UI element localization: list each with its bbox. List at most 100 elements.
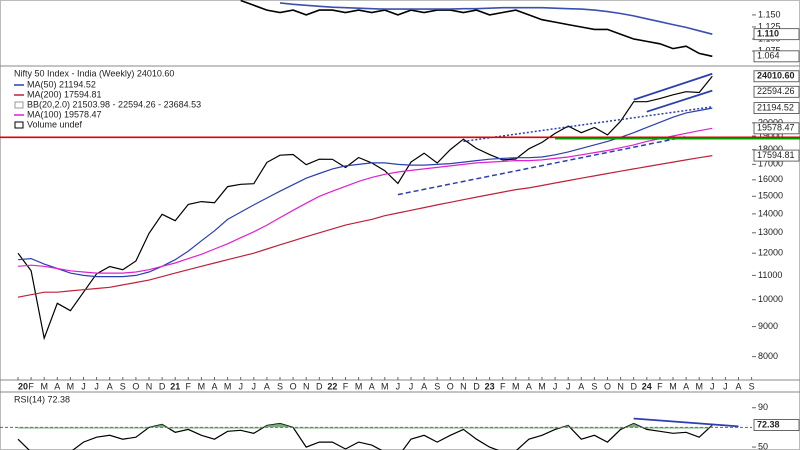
value-label: 19578.47	[757, 123, 795, 133]
x-tick-label: F	[657, 381, 663, 391]
x-tick-label: M	[355, 381, 363, 391]
trend-line	[633, 72, 713, 101]
panel-title: RSI(14) 72.38	[14, 394, 70, 404]
legend-label: Volume undef	[27, 119, 83, 129]
x-tick-label: J	[723, 381, 728, 391]
y-tick-label: 18000	[758, 144, 783, 154]
value-box	[753, 102, 800, 115]
value-box	[753, 28, 800, 41]
x-tick-label: S	[434, 381, 440, 391]
x-tick-label: M	[198, 381, 206, 391]
price-line	[240, 0, 713, 58]
overbought-area	[18, 423, 713, 429]
trend-line	[633, 417, 739, 428]
x-tick-label: 22	[327, 381, 337, 391]
legend-label: MA(200) 17594.81	[27, 89, 102, 99]
x-tick-label: 20	[18, 381, 28, 391]
panel	[240, 0, 713, 58]
x-tick-label: O	[604, 381, 611, 391]
y-tick-label: 90	[758, 402, 768, 412]
x-tick-label: J	[81, 381, 86, 391]
x-tick-label: J	[553, 381, 558, 391]
x-tick-label: D	[159, 381, 166, 391]
x-tick-label: M	[381, 381, 389, 391]
y-tick-label: 8000	[758, 351, 778, 361]
y-tick-label: 15000	[758, 191, 783, 201]
value-label: 17594.81	[757, 150, 795, 160]
y-tick-label: 16000	[758, 174, 783, 184]
legend-label: MA(100) 19578.47	[27, 109, 102, 119]
x-tick-label: A	[526, 381, 532, 391]
x-tick-label: A	[54, 381, 60, 391]
x-tick-label: J	[566, 381, 571, 391]
x-tick-label: D	[630, 381, 637, 391]
y-tick-label: 13000	[758, 227, 783, 237]
value-label: 72.38	[757, 419, 780, 429]
y-tick-label: 19000	[758, 130, 783, 140]
x-tick-label: A	[578, 381, 584, 391]
x-tick-label: F	[186, 381, 192, 391]
x-tick-label: J	[409, 381, 414, 391]
x-tick-label: N	[460, 381, 467, 391]
y-tick-label: 50	[758, 441, 768, 450]
y-tick-label: 14000	[758, 208, 783, 218]
x-tick-label: 24	[642, 381, 652, 391]
trend-line	[646, 89, 713, 113]
value-label: 22594.26	[757, 86, 795, 96]
panel-title: Nifty 50 Index - India (Weekly) 24010.60	[14, 68, 174, 78]
x-tick-label: M	[695, 381, 703, 391]
value-box	[753, 122, 800, 135]
ma-line	[17, 127, 713, 274]
x-tick-label: A	[421, 381, 427, 391]
x-tick-label: N	[303, 381, 310, 391]
x-tick-label: M	[669, 381, 677, 391]
price-line	[279, 2, 713, 35]
legend-swatch	[14, 101, 24, 109]
value-box	[753, 85, 800, 98]
x-tick-label: M	[538, 381, 546, 391]
legend-label: BB(20,2.0) 21503.98 - 22594.26 - 23684.5…	[27, 99, 201, 109]
price-line	[17, 422, 713, 450]
x-tick-label: M	[67, 381, 75, 391]
x-tick-label: O	[290, 381, 297, 391]
x-tick-label: M	[40, 381, 48, 391]
x-tick-label: A	[369, 381, 375, 391]
value-label: 24010.60	[757, 71, 795, 81]
value-box	[753, 149, 800, 162]
value-box	[753, 419, 800, 431]
y-tick-label: 10000	[758, 294, 783, 304]
legend-swatch	[14, 121, 24, 129]
x-tick-label: M	[224, 381, 232, 391]
value-label: 1.064	[757, 51, 780, 61]
x-tick-label: A	[264, 381, 270, 391]
x-tick-label: D	[473, 381, 480, 391]
value-box	[753, 70, 800, 83]
y-tick-label: 1.150	[758, 9, 781, 19]
x-tick-label: F	[28, 381, 34, 391]
x-tick-label: J	[710, 381, 715, 391]
x-tick-label: O	[132, 381, 139, 391]
x-tick-label: S	[591, 381, 597, 391]
y-tick-label: 1.125	[758, 21, 781, 31]
y-tick-label: 11000	[758, 270, 782, 280]
x-tick-label: S	[120, 381, 126, 391]
trend-line	[397, 135, 687, 196]
x-tick-label: N	[146, 381, 153, 391]
value-box	[753, 50, 800, 63]
y-tick-label: 12000	[758, 248, 783, 258]
panel	[17, 417, 739, 450]
y-tick-label: 9000	[758, 321, 778, 331]
ma-line	[17, 155, 713, 298]
value-label: 1.110	[757, 29, 779, 39]
x-tick-label: J	[94, 381, 99, 391]
y-tick-label: 17000	[758, 159, 783, 169]
overbought-clip	[18, 423, 713, 429]
x-tick-label: A	[683, 381, 689, 391]
x-tick-label: J	[238, 381, 243, 391]
trend-line	[463, 106, 713, 143]
x-tick-label: S	[277, 381, 283, 391]
x-tick-label: D	[316, 381, 323, 391]
x-tick-label: N	[617, 381, 624, 391]
price-line	[17, 75, 713, 341]
